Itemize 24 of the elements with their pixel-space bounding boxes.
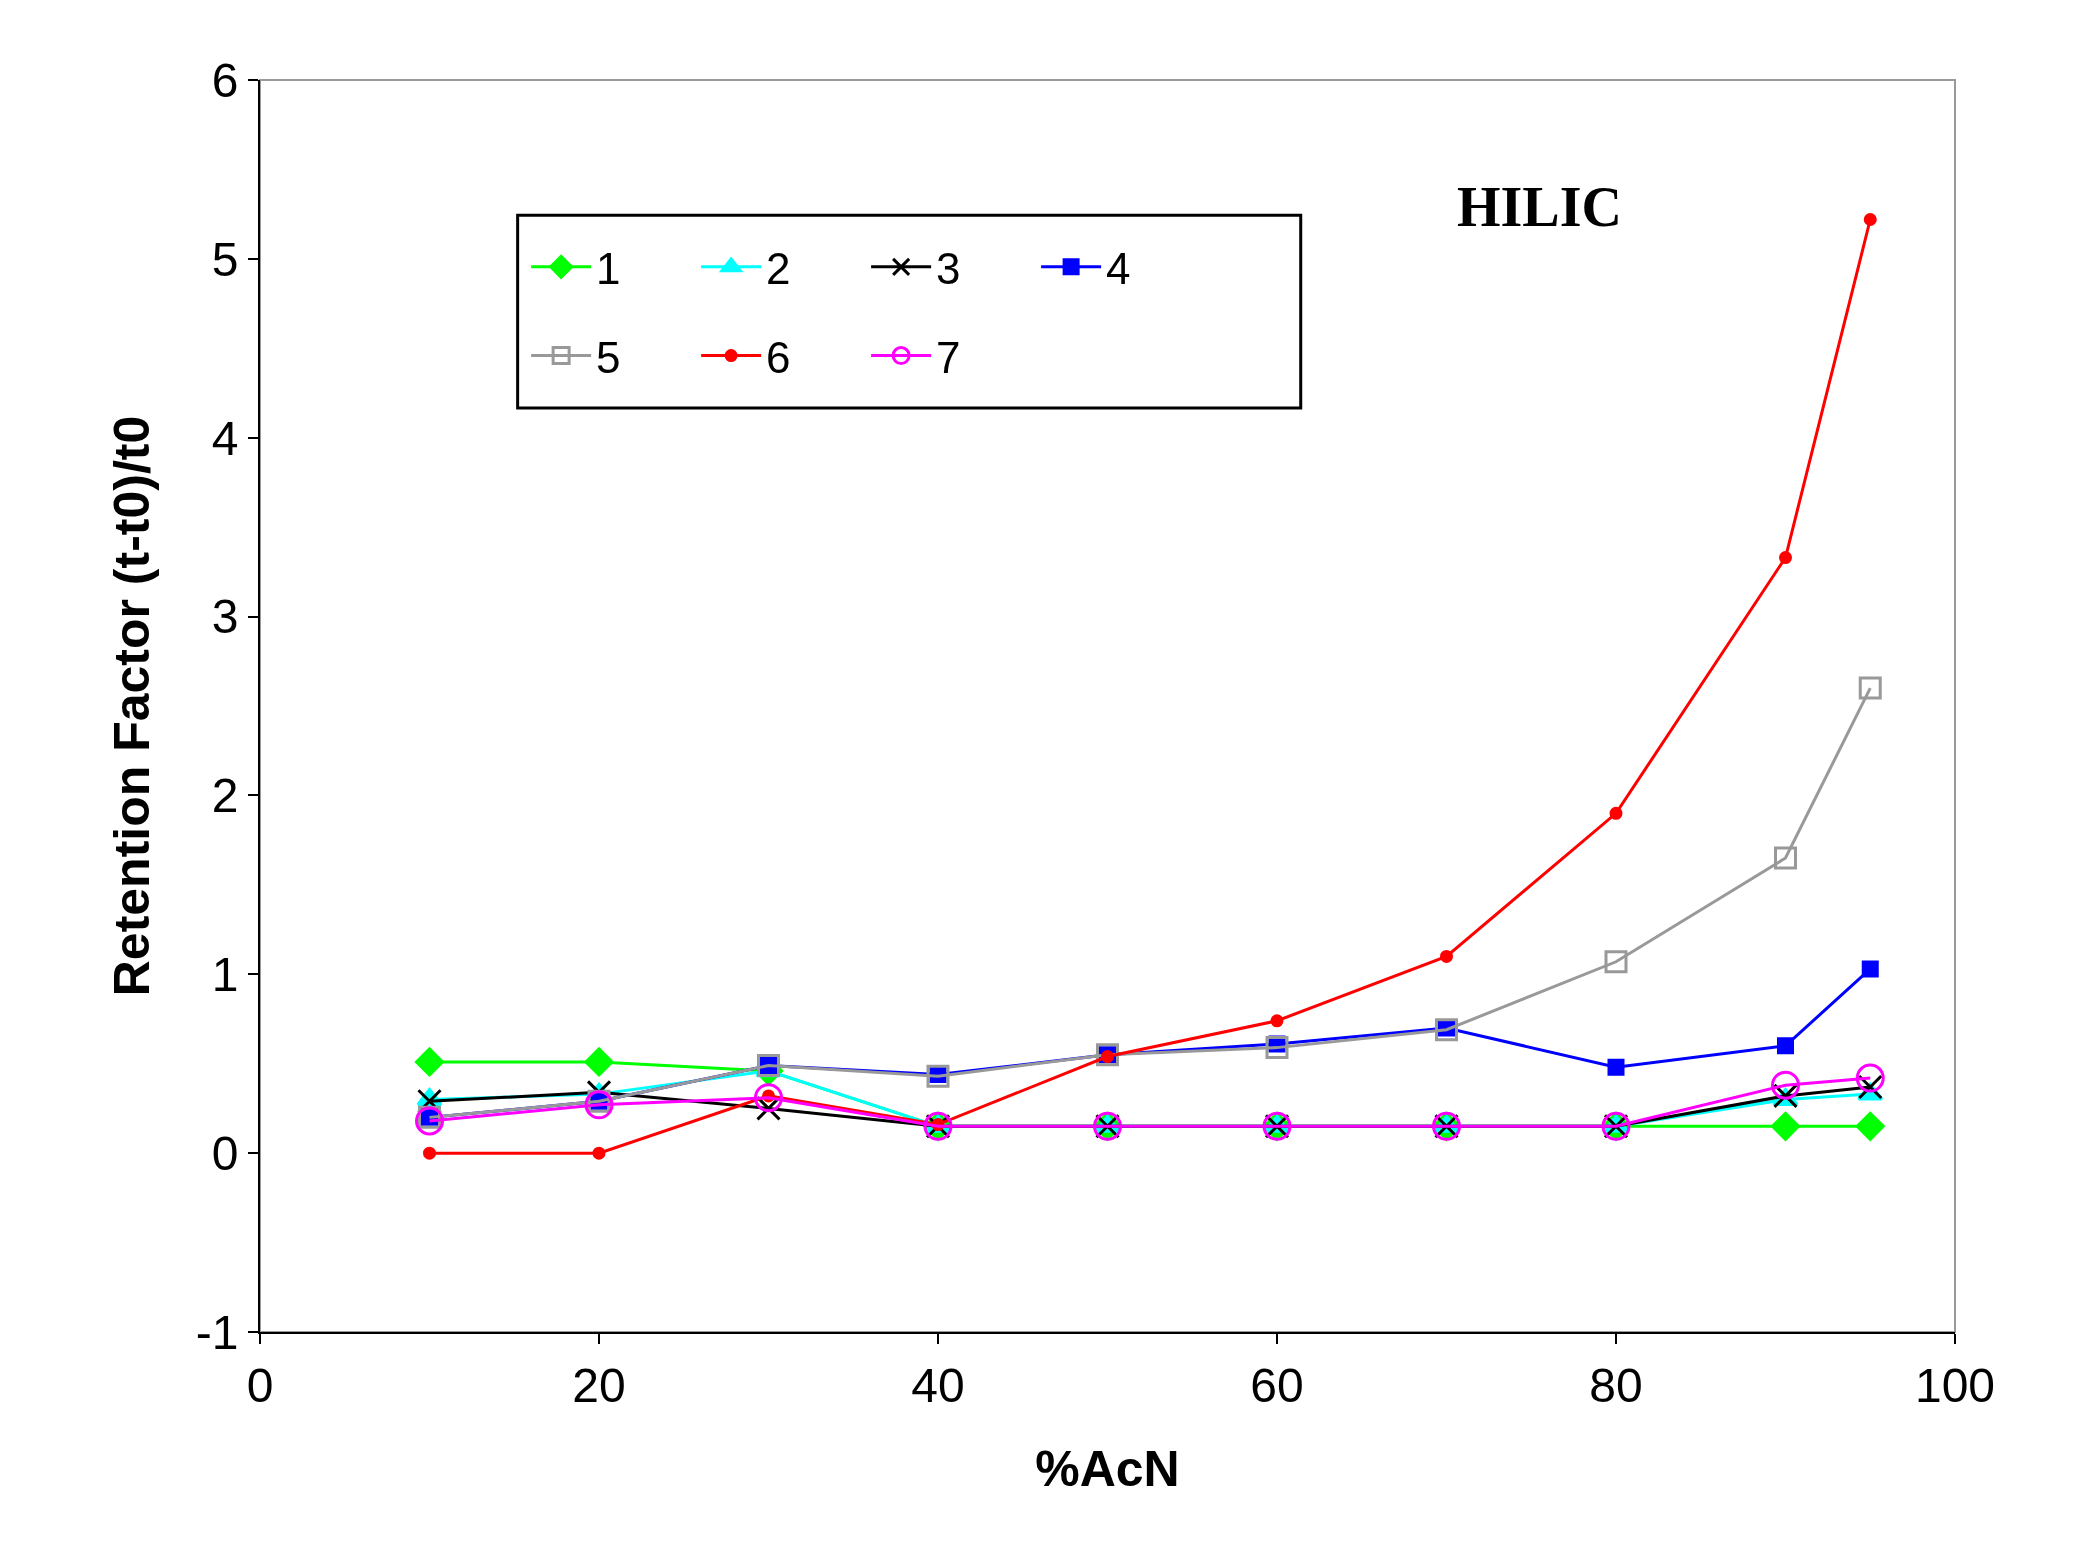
legend-label: 3 [936,244,961,294]
y-tick-label: 2 [211,769,239,823]
legend-label: 5 [596,332,621,382]
y-tick-label: 3 [211,590,239,644]
y-tick-label: 1 [211,948,239,1002]
x-tick-label: 60 [1250,1358,1304,1412]
x-tick-label: 20 [572,1358,626,1412]
x-tick-label: 100 [1914,1358,1996,1412]
y-tick-label: -1 [195,1305,239,1359]
y-tick-label: 4 [211,411,239,465]
legend-label: 2 [766,244,791,294]
legend-label: 4 [1106,244,1131,294]
x-tick-label: 80 [1589,1358,1643,1412]
y-axis-title: Retention Factor (t-t0)/t0 [104,415,161,997]
x-axis-title: %AcN [1035,1440,1180,1497]
y-tick-label: 0 [211,1126,239,1180]
annotation: HILIC [1457,176,1622,238]
y-tick-label: 6 [211,53,239,107]
x-tick-label: 0 [246,1358,274,1412]
legend-label: 6 [766,332,791,382]
y-tick-label: 5 [211,232,239,286]
x-tick-label: 40 [911,1358,965,1412]
legend-label: 7 [936,332,961,382]
legend-label: 1 [596,244,621,294]
